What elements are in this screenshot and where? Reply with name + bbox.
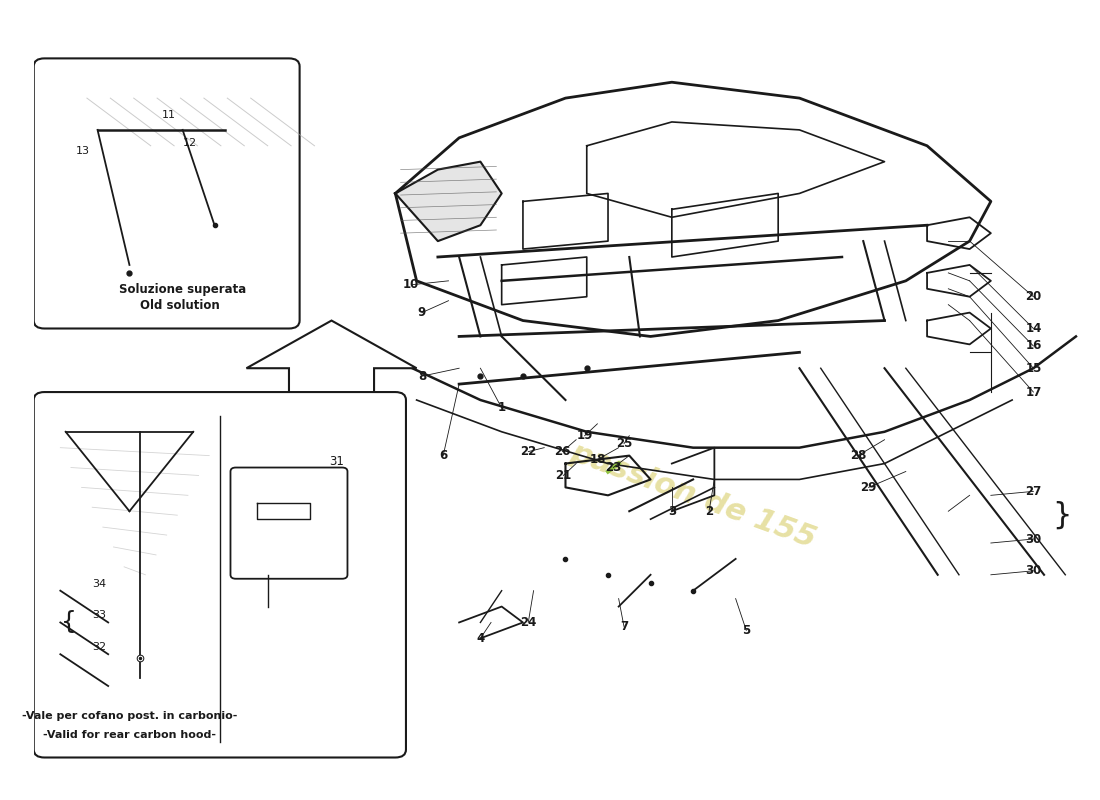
Text: 30: 30 [1025, 533, 1042, 546]
Text: 33: 33 [92, 610, 107, 621]
Text: 11: 11 [162, 110, 175, 120]
Text: {: { [62, 610, 77, 634]
Text: 10: 10 [404, 278, 419, 291]
Text: passion de 155: passion de 155 [566, 438, 820, 554]
Text: 12: 12 [183, 138, 197, 148]
FancyBboxPatch shape [34, 58, 299, 329]
Text: 3: 3 [668, 505, 675, 518]
FancyBboxPatch shape [34, 392, 406, 758]
Text: -Valid for rear carbon hood-: -Valid for rear carbon hood- [43, 730, 216, 740]
Text: 23: 23 [605, 461, 621, 474]
Text: 25: 25 [616, 437, 632, 450]
Text: 8: 8 [418, 370, 426, 382]
Polygon shape [395, 162, 502, 241]
Text: 30: 30 [1025, 564, 1042, 578]
Text: 21: 21 [556, 469, 572, 482]
Text: 31: 31 [329, 455, 344, 468]
Text: 19: 19 [576, 430, 593, 442]
Text: 28: 28 [850, 449, 866, 462]
Text: 7: 7 [620, 620, 628, 633]
Text: 2: 2 [705, 505, 713, 518]
Text: -Vale per cofano post. in carbonio-: -Vale per cofano post. in carbonio- [22, 711, 238, 722]
Text: }: } [1053, 501, 1071, 530]
Text: Old solution: Old solution [140, 298, 220, 312]
Text: 27: 27 [1025, 485, 1042, 498]
Text: 22: 22 [520, 445, 537, 458]
Text: 1: 1 [497, 402, 506, 414]
Text: 6: 6 [439, 449, 448, 462]
Text: 5: 5 [742, 624, 750, 637]
Text: 34: 34 [92, 578, 107, 589]
Text: 20: 20 [1025, 290, 1042, 303]
Polygon shape [246, 321, 417, 400]
Text: 15: 15 [1025, 362, 1042, 374]
FancyBboxPatch shape [231, 467, 348, 578]
Text: 17: 17 [1025, 386, 1042, 398]
Text: 4: 4 [476, 632, 484, 645]
Text: 14: 14 [1025, 322, 1042, 335]
Text: 9: 9 [418, 306, 426, 319]
Text: 16: 16 [1025, 339, 1042, 353]
Text: 32: 32 [92, 642, 107, 652]
Text: 13: 13 [76, 146, 90, 156]
Text: 29: 29 [860, 481, 877, 494]
Text: 26: 26 [554, 445, 571, 458]
Text: Soluzione superata: Soluzione superata [119, 282, 246, 296]
Text: 24: 24 [520, 616, 537, 629]
Text: 18: 18 [590, 453, 606, 466]
